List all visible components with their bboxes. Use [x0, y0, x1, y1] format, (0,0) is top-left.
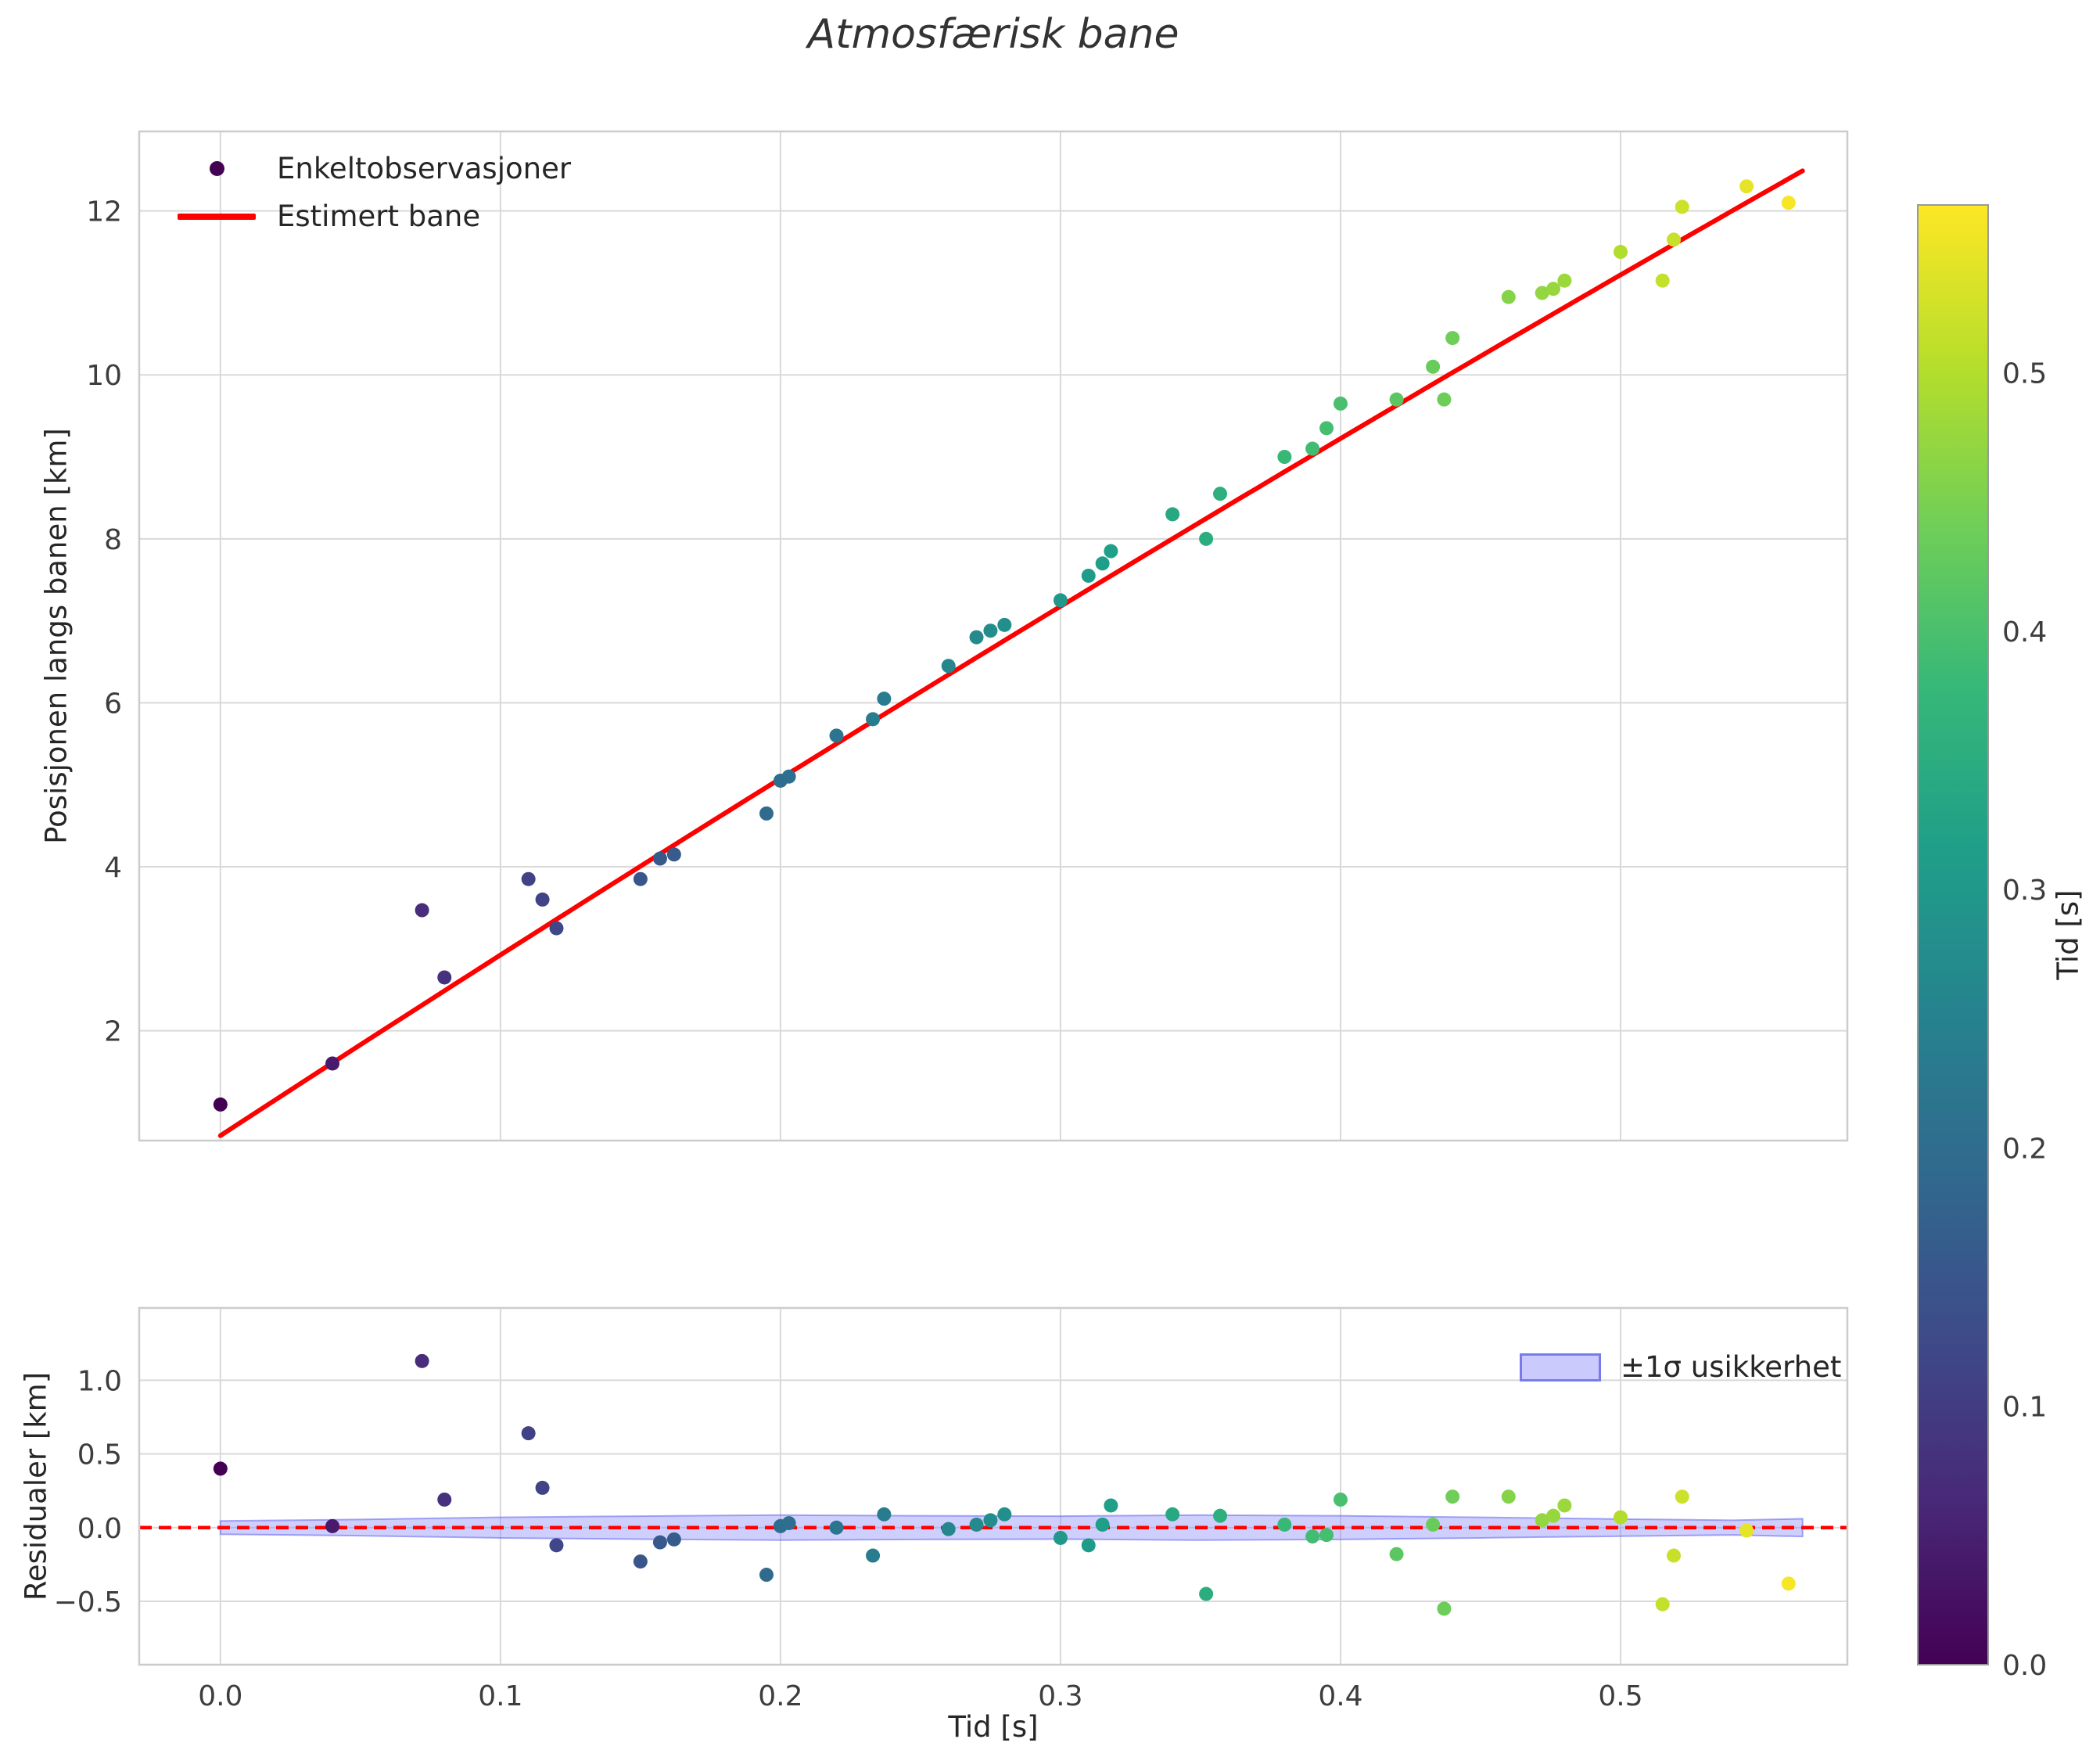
legend-residual: ±1σ usikkerhet [1517, 1350, 1841, 1384]
legend-item-observations: Enkeltobservasjoner [174, 152, 571, 185]
svg-text:8: 8 [104, 524, 122, 556]
svg-text:12: 12 [86, 196, 122, 228]
x-axis-label: Tid [s] [948, 1710, 1039, 1744]
svg-text:2: 2 [104, 1016, 122, 1048]
scatter-marker-icon [209, 161, 224, 176]
svg-text:0.5: 0.5 [77, 1439, 122, 1471]
legend-item-fit: Estimert bane [174, 199, 571, 233]
svg-text:0.2: 0.2 [758, 1680, 802, 1712]
svg-text:0.1: 0.1 [2002, 1392, 2047, 1424]
band-marker-icon [1520, 1353, 1601, 1382]
y-axis-label-residual: Residualer [km] [19, 1371, 53, 1601]
svg-text:0.0: 0.0 [77, 1513, 122, 1545]
svg-text:4: 4 [104, 852, 122, 884]
line-marker-icon [178, 213, 256, 220]
legend-label-band: ±1σ usikkerhet [1621, 1350, 1842, 1384]
svg-text:0.5: 0.5 [2002, 358, 2047, 390]
svg-text:−0.5: −0.5 [54, 1586, 122, 1619]
svg-text:6: 6 [104, 688, 122, 720]
svg-text:0.3: 0.3 [2002, 875, 2047, 907]
svg-text:0.2: 0.2 [2002, 1133, 2047, 1165]
svg-text:0.0: 0.0 [2002, 1650, 2047, 1682]
chart-title: Atmosfærisk bane [807, 11, 1179, 58]
y-axis-label-main: Posisjonen langs banen [km] [39, 428, 74, 844]
svg-text:0.5: 0.5 [1598, 1680, 1642, 1712]
legend-label-observations: Enkeltobservasjoner [277, 152, 572, 185]
svg-text:0.4: 0.4 [1318, 1680, 1362, 1712]
svg-text:0.0: 0.0 [198, 1680, 242, 1712]
svg-text:0.3: 0.3 [1038, 1680, 1082, 1712]
svg-text:1.0: 1.0 [77, 1365, 122, 1397]
legend-main: Enkeltobservasjoner Estimert bane [174, 152, 571, 233]
legend-label-fit: Estimert bane [277, 199, 481, 233]
svg-text:0.1: 0.1 [478, 1680, 522, 1712]
colorbar-label: Tid [s] [2051, 889, 2085, 980]
svg-text:0.4: 0.4 [2002, 616, 2047, 649]
svg-text:10: 10 [86, 360, 122, 392]
